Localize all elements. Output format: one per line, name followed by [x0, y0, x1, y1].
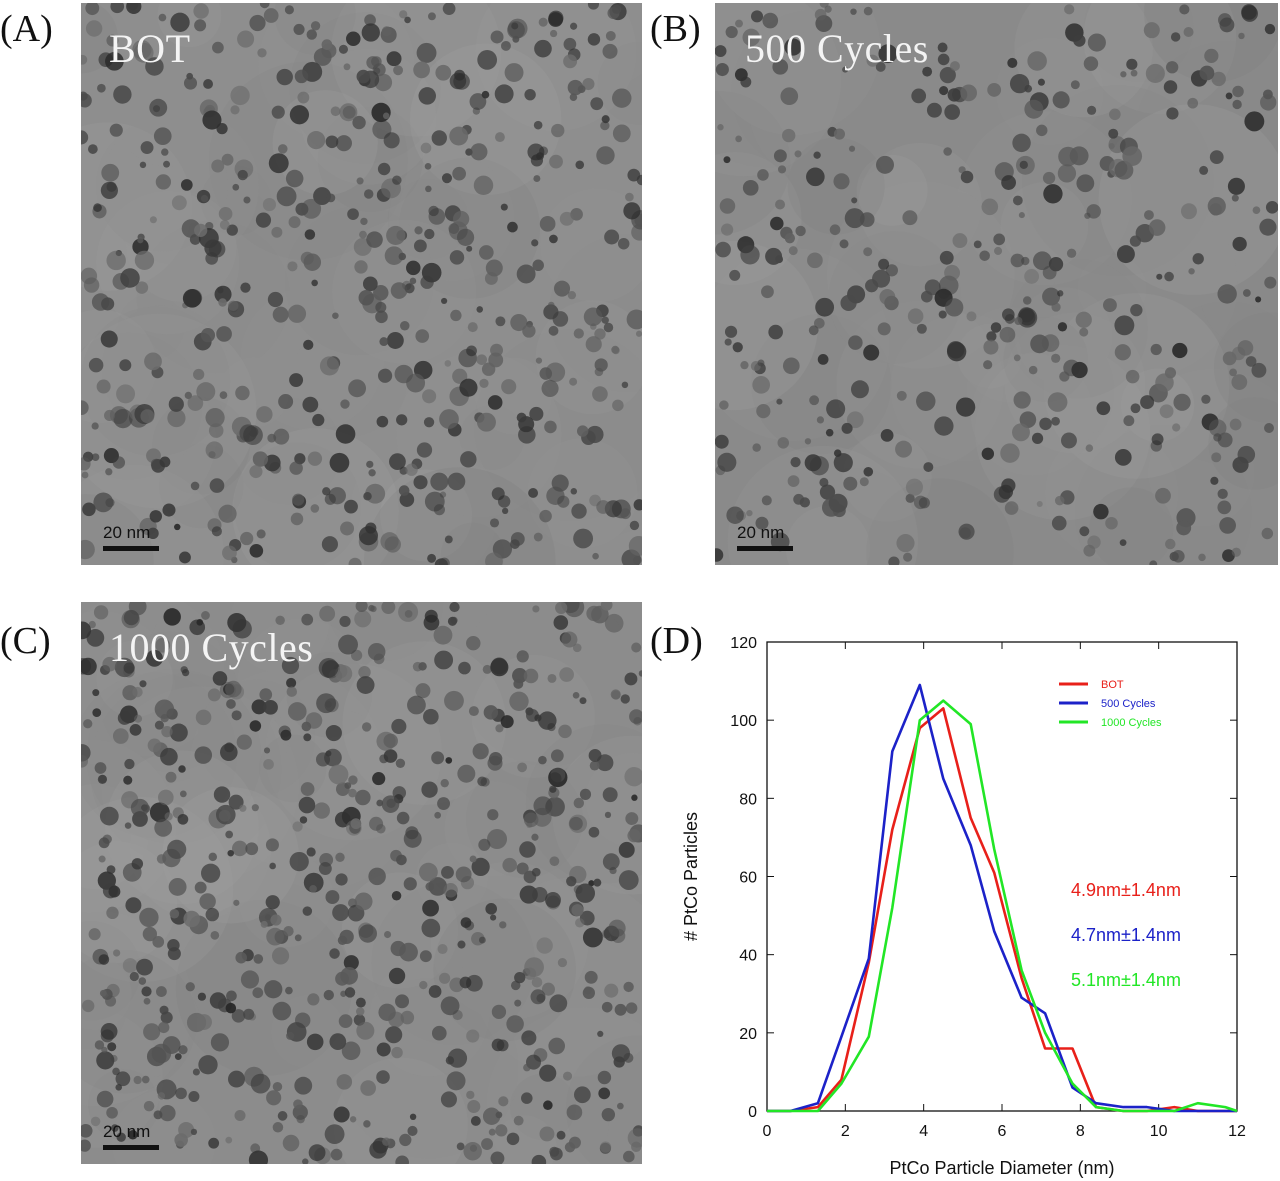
scale-bar-label: 20 nm: [103, 1122, 151, 1141]
tem-image-1000-cycles: 1000 Cycles 20 nm: [81, 602, 642, 1164]
panel-letter-a: (A): [0, 8, 53, 50]
x-tick-label: 12: [1228, 1123, 1246, 1140]
x-tick-label: 6: [998, 1123, 1007, 1140]
plot-frame: [766, 641, 1238, 1112]
scale-bar-label: 20 nm: [103, 523, 151, 542]
tem-micrograph: [81, 3, 642, 565]
tem-image-500-cycles: 500 Cycles 20 nm: [715, 3, 1278, 565]
y-tick-label: 80: [739, 791, 757, 808]
y-axis-label: # PtCo Particles: [681, 812, 701, 941]
legend-label: 500 Cycles: [1101, 698, 1156, 710]
legend-label: BOT: [1101, 679, 1124, 691]
y-tick-label: 100: [730, 713, 757, 730]
stats-annotation: 5.1nm±1.4nm: [1071, 970, 1181, 990]
y-tick-label: 60: [739, 870, 757, 887]
scale-bar: [103, 546, 159, 551]
tem-micrograph: [715, 3, 1278, 565]
stats-annotation: 4.7nm±1.4nm: [1071, 925, 1181, 945]
x-tick-label: 2: [841, 1123, 850, 1140]
x-axis-label: PtCo Particle Diameter (nm): [889, 1158, 1114, 1178]
y-tick-label: 120: [730, 635, 757, 652]
scale-bar: [737, 546, 793, 551]
y-tick-label: 20: [739, 1026, 757, 1043]
tem-title-1000-cycles: 1000 Cycles: [109, 625, 314, 670]
panel-letter-c: (C): [0, 620, 51, 662]
series-line-1000-cycles: [767, 699, 1238, 1113]
series-line-bot: [767, 707, 1237, 1113]
scale-bar-label: 20 nm: [737, 523, 785, 542]
scale-bar: [103, 1145, 159, 1150]
x-tick-label: 10: [1150, 1123, 1168, 1140]
stats-annotation: 4.9nm±1.4nm: [1071, 880, 1181, 900]
y-tick-label: 40: [739, 948, 757, 965]
tem-title-bot: BOT: [109, 26, 191, 71]
x-tick-label: 8: [1076, 1123, 1085, 1140]
tem-image-bot: BOT 20 nm: [81, 3, 642, 565]
tem-micrograph: [81, 602, 642, 1164]
x-tick-label: 4: [919, 1123, 928, 1140]
legend-label: 1000 Cycles: [1101, 717, 1162, 729]
y-tick-label: 0: [748, 1104, 757, 1121]
x-tick-label: 0: [763, 1123, 772, 1140]
tem-title-500-cycles: 500 Cycles: [745, 26, 929, 71]
panel-letter-d: (D): [650, 620, 703, 662]
panel-letter-b: (B): [650, 8, 701, 50]
